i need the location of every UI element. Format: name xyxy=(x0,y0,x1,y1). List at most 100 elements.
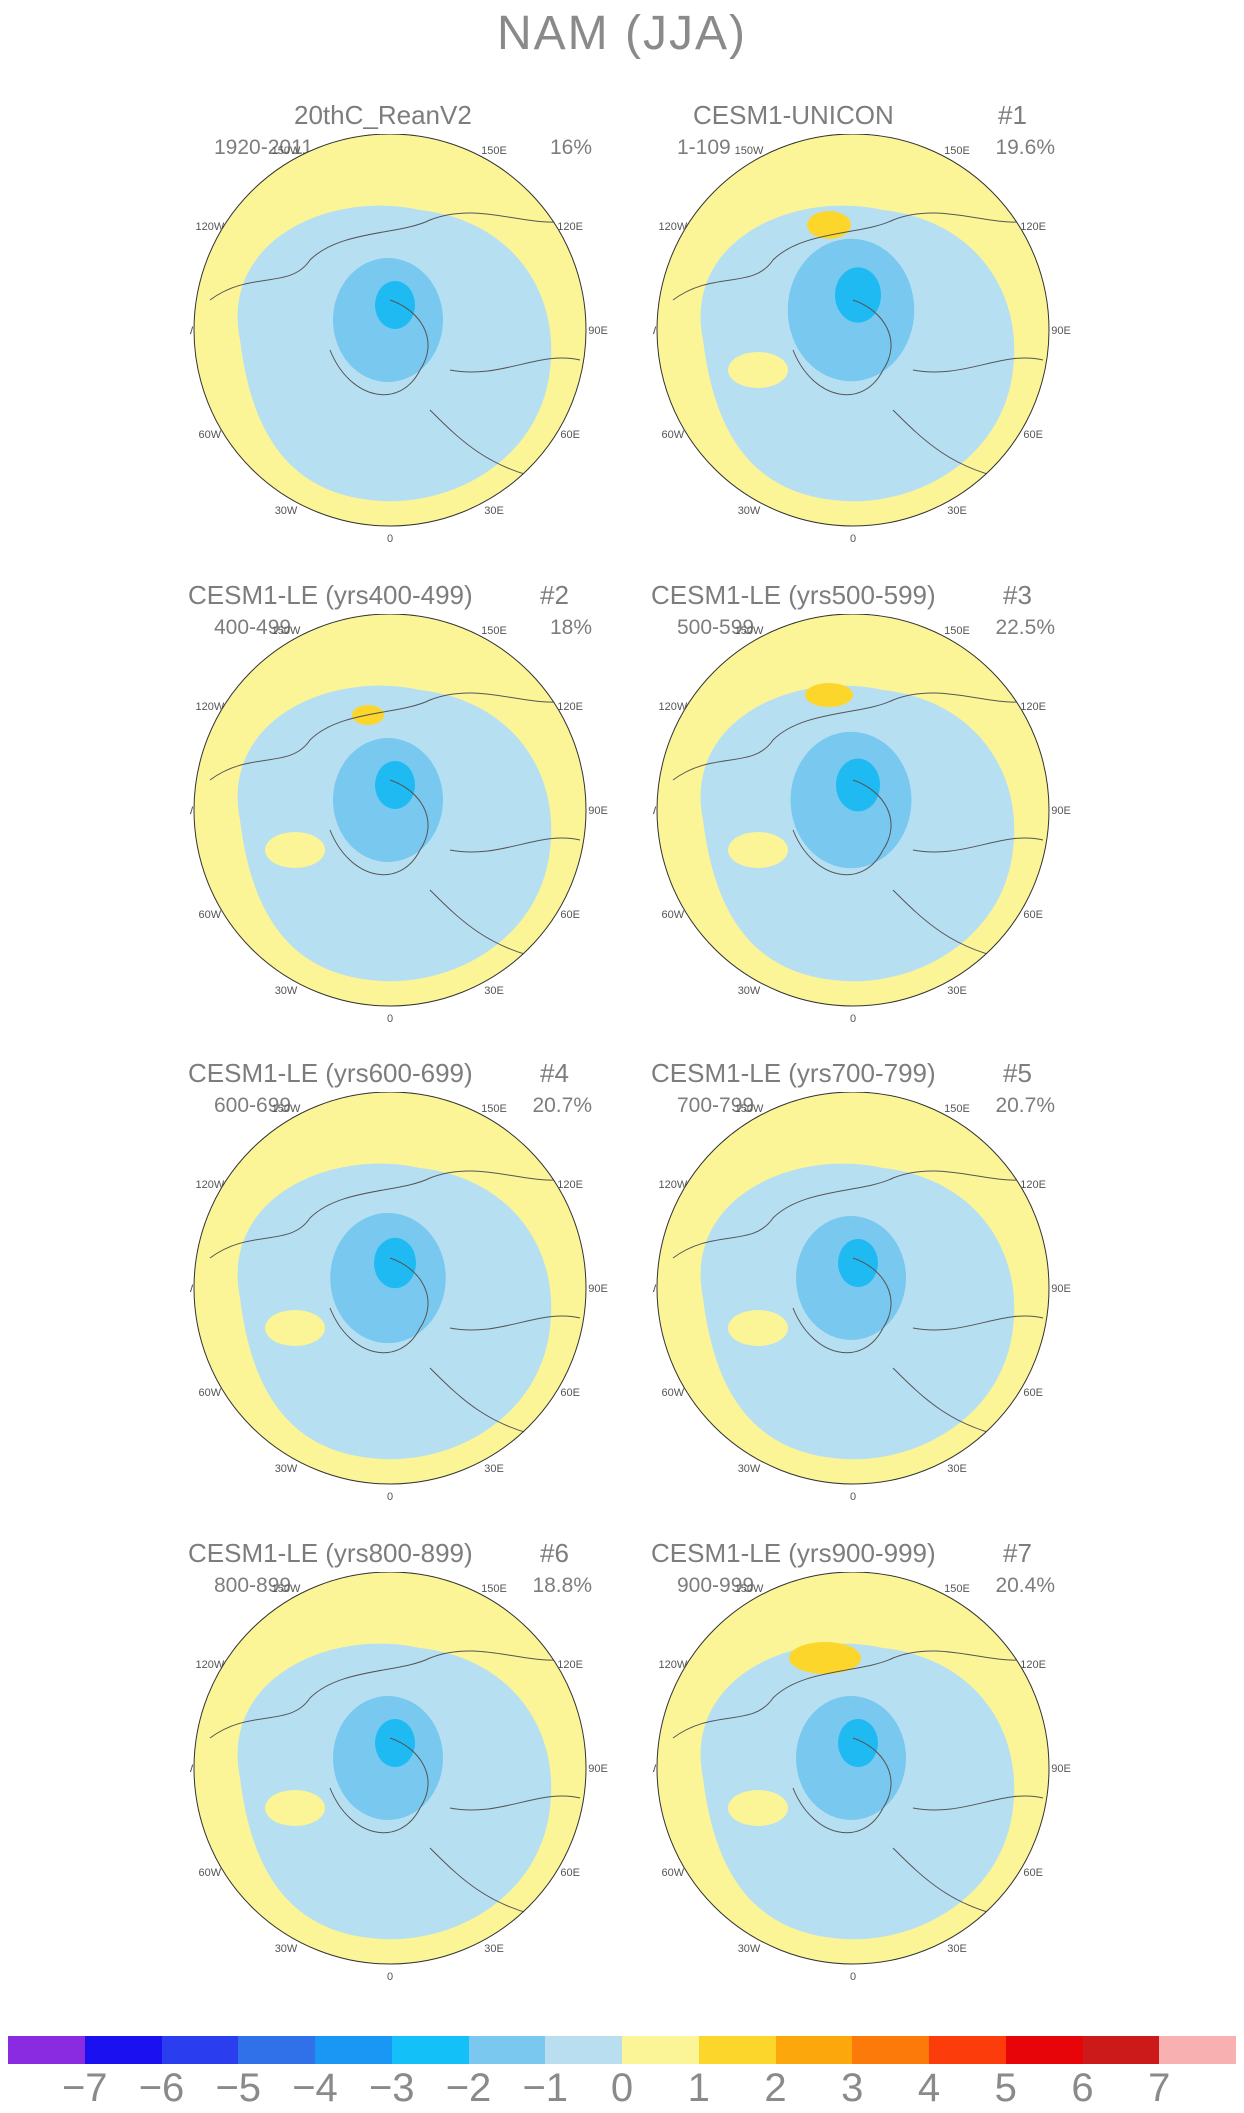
colorbar-swatch xyxy=(622,2036,699,2064)
longitude-label: 120W xyxy=(658,221,687,233)
longitude-label: 0 xyxy=(387,1491,393,1503)
longitude-label: 90W xyxy=(190,1283,194,1295)
variance-explained: 19.6% xyxy=(995,136,1055,159)
map-panel: CESM1-LE (yrs400-499)#2400-49918%180150E… xyxy=(188,580,610,1050)
panel-title-text: CESM1-LE (yrs400-499) xyxy=(188,580,473,610)
panel-title: CESM1-LE (yrs400-499) #2 xyxy=(188,580,610,614)
polar-cap-minimum xyxy=(836,758,880,812)
colorbar-swatch xyxy=(315,2036,392,2064)
longitude-label: 90E xyxy=(588,805,608,817)
map-panel: CESM1-UNICON#11-10919.6%180150E120E90E60… xyxy=(653,100,1073,570)
longitude-label: 60E xyxy=(1023,1867,1043,1879)
longitude-label: 60E xyxy=(560,1867,580,1879)
panel-period: 800-899 xyxy=(214,1574,292,1597)
colorbar-label: −3 xyxy=(368,2066,415,2110)
longitude-label: 90W xyxy=(190,805,194,817)
longitude-label: 30E xyxy=(947,505,967,517)
colorbar-swatch xyxy=(161,2036,239,2064)
longitude-label: 150E xyxy=(944,145,970,157)
longitude-label: 0 xyxy=(850,1013,856,1025)
longitude-label: 150E xyxy=(944,625,970,637)
colorbar-label: −6 xyxy=(138,2066,185,2110)
panel-period: 700-799 xyxy=(677,1094,755,1117)
longitude-label: 90E xyxy=(1051,805,1071,817)
map-panel: CESM1-LE (yrs900-999)#7900-99920.4%18015… xyxy=(651,1538,1073,2008)
polar-map: 180150E120E90E60E30E030W60W90W120W150W xyxy=(190,614,608,1025)
map-panel: CESM1-LE (yrs800-899)#6800-89918.8%18015… xyxy=(188,1538,610,2008)
longitude-label: 60W xyxy=(199,1867,222,1879)
longitude-label: 30E xyxy=(484,1463,504,1475)
longitude-label: 120W xyxy=(195,1659,224,1671)
polar-map: 180150E120E90E60E30E030W60W90W120W150W xyxy=(653,614,1071,1025)
colorbar-swatch xyxy=(698,2036,776,2064)
map-panel: 20thC_ReanV21920-201116%180150E120E90E60… xyxy=(190,100,610,570)
colorbar-swatch xyxy=(1082,2036,1160,2064)
longitude-label: 30E xyxy=(947,1463,967,1475)
colorbar-label: −2 xyxy=(445,2066,492,2110)
colorbar-label: −7 xyxy=(61,2066,108,2110)
longitude-label: 30W xyxy=(275,1463,298,1475)
positive-anomaly-blob xyxy=(805,683,853,707)
longitude-label: 0 xyxy=(387,1971,393,1983)
colorbar-swatch xyxy=(929,2036,1006,2064)
panel-title: CESM1-LE (yrs800-899) #6 xyxy=(188,1538,610,1572)
colorbar-label: 3 xyxy=(841,2066,864,2110)
panel-title: CESM1-UNICON #1 xyxy=(653,100,1073,134)
longitude-label: 0 xyxy=(387,533,393,545)
longitude-label: 150E xyxy=(944,1103,970,1115)
longitude-label: 150W xyxy=(735,145,764,157)
longitude-label: 150W xyxy=(272,1103,301,1115)
longitude-label: 30W xyxy=(275,1943,298,1955)
longitude-label: 60E xyxy=(560,429,580,441)
longitude-label: 0 xyxy=(850,533,856,545)
panel-number: #3 xyxy=(1003,580,1032,610)
variance-explained: 22.5% xyxy=(995,616,1055,639)
coastlines xyxy=(672,212,1044,481)
longitude-label: 120W xyxy=(658,1179,687,1191)
panel-period: 900-999 xyxy=(677,1574,755,1597)
longitude-label: 90E xyxy=(588,1283,608,1295)
longitude-label: 90W xyxy=(190,1763,194,1775)
panel-number: #1 xyxy=(998,100,1027,130)
map-boundary xyxy=(193,1572,587,1965)
panel-number: #6 xyxy=(540,1538,569,1568)
longitude-label: 90E xyxy=(1051,1763,1071,1775)
colorbar-label: 6 xyxy=(1071,2066,1094,2110)
positive-anomaly-blob xyxy=(807,211,851,239)
polar-cap-minimum xyxy=(375,281,415,329)
panel-title: CESM1-LE (yrs500-599) #3 xyxy=(651,580,1073,614)
positive-anomaly-blob xyxy=(789,1642,861,1674)
polar-map: 180150E120E90E60E30E030W60W90W120W150W xyxy=(653,134,1071,545)
longitude-label: 30W xyxy=(738,1943,761,1955)
panel-number: #2 xyxy=(540,580,569,610)
polar-map: 180150E120E90E60E30E030W60W90W120W150W xyxy=(653,1572,1071,1983)
longitude-label: 60W xyxy=(662,1387,685,1399)
longitude-label: 120E xyxy=(557,1179,583,1191)
colorbar-swatch xyxy=(8,2036,85,2064)
variance-explained: 20.7% xyxy=(532,1094,592,1117)
longitude-label: 30W xyxy=(738,985,761,997)
longitude-label: 150E xyxy=(481,1583,507,1595)
longitude-label: 150E xyxy=(481,1103,507,1115)
panel-number: #5 xyxy=(1003,1058,1032,1088)
polar-cap-minimum xyxy=(375,761,415,809)
longitude-label: 150W xyxy=(735,1583,764,1595)
panel-title-text: CESM1-UNICON xyxy=(693,100,894,130)
map-boundary xyxy=(656,1092,1050,1485)
longitude-label: 120E xyxy=(557,221,583,233)
variance-explained: 18.8% xyxy=(532,1574,592,1597)
longitude-label: 90E xyxy=(588,325,608,337)
map-panel: CESM1-LE (yrs600-699)#4600-69920.7%18015… xyxy=(188,1058,610,1528)
panel-period: 1-109 xyxy=(677,136,731,159)
longitude-label: 30W xyxy=(738,1463,761,1475)
longitude-label: 150E xyxy=(481,625,507,637)
longitude-label: 30E xyxy=(484,985,504,997)
colorbar-swatch xyxy=(238,2036,315,2064)
colorbar-label: −1 xyxy=(522,2066,569,2110)
longitude-label: 120E xyxy=(557,1659,583,1671)
polar-map: 180150E120E90E60E30E030W60W90W120W150W xyxy=(190,1572,608,1983)
map-boundary xyxy=(193,134,587,527)
longitude-label: 60E xyxy=(1023,909,1043,921)
colorbar-label: 5 xyxy=(994,2066,1017,2110)
polar-cap-minimum xyxy=(838,1719,878,1767)
